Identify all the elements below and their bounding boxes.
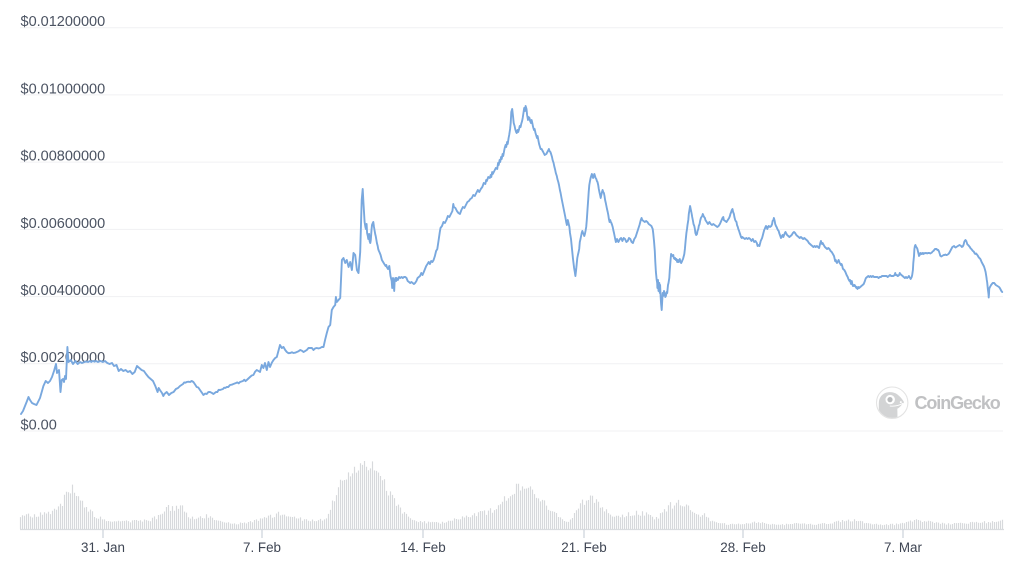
svg-text:7. Feb: 7. Feb: [243, 540, 281, 555]
svg-text:$0.00: $0.00: [21, 417, 57, 433]
svg-text:14. Feb: 14. Feb: [400, 540, 445, 555]
svg-text:CoinGecko: CoinGecko: [915, 393, 1001, 413]
svg-text:$0.01200000: $0.01200000: [21, 14, 106, 30]
svg-text:$0.01000000: $0.01000000: [21, 81, 106, 97]
svg-text:28. Feb: 28. Feb: [720, 540, 765, 555]
svg-text:$0.00800000: $0.00800000: [21, 149, 106, 165]
svg-text:31. Jan: 31. Jan: [81, 540, 125, 555]
svg-text:$0.00200000: $0.00200000: [21, 350, 106, 366]
svg-text:7. Mar: 7. Mar: [884, 540, 922, 555]
svg-text:$0.00600000: $0.00600000: [21, 216, 106, 232]
svg-text:21. Feb: 21. Feb: [561, 540, 606, 555]
svg-text:$0.00400000: $0.00400000: [21, 283, 106, 299]
